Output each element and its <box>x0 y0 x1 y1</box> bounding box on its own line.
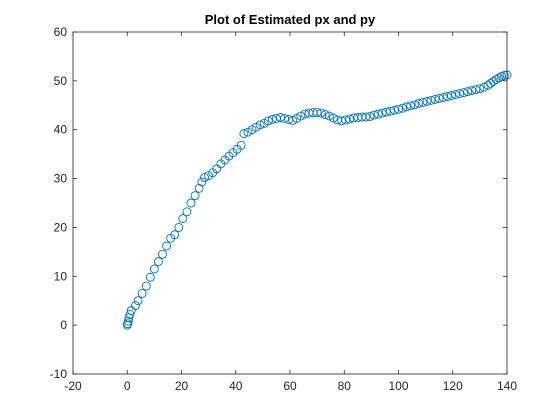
x-tick-label: -20 <box>64 379 82 393</box>
data-point <box>410 100 420 110</box>
data-point <box>463 87 473 97</box>
data-point <box>430 94 440 104</box>
data-point <box>137 288 147 298</box>
data-point <box>186 198 196 208</box>
data-point <box>438 93 448 102</box>
data-point <box>236 140 246 150</box>
data-point <box>200 173 210 183</box>
data-point <box>149 264 159 274</box>
data-point <box>414 98 424 108</box>
data-point <box>123 316 133 326</box>
data-point <box>385 106 395 116</box>
data-point <box>381 107 391 117</box>
data-point <box>398 103 408 113</box>
data-point <box>402 102 412 112</box>
data-point <box>459 88 469 98</box>
data-point <box>475 84 485 94</box>
y-tick-label: 50 <box>54 74 68 88</box>
data-point <box>276 113 285 122</box>
data-point <box>406 101 416 111</box>
data-point <box>369 110 379 120</box>
data-point <box>365 112 375 121</box>
data-point <box>255 120 265 130</box>
y-tick-label: 40 <box>54 123 68 137</box>
data-point <box>190 191 200 201</box>
data-point <box>451 90 460 99</box>
data-point <box>479 82 489 92</box>
data-point <box>418 97 428 107</box>
chart-title: Plot of Estimated px and py <box>205 12 376 27</box>
data-point <box>328 113 338 123</box>
y-tick-label: 10 <box>54 269 68 283</box>
data-point <box>394 104 403 114</box>
y-tick-label: 0 <box>60 318 67 332</box>
data-point <box>170 230 180 240</box>
data-point <box>141 281 151 291</box>
data-point <box>467 86 477 96</box>
data-point <box>320 110 330 120</box>
data-point <box>174 222 184 232</box>
data-point <box>194 183 204 193</box>
data-point <box>361 112 371 122</box>
x-tick-label: 80 <box>338 379 352 393</box>
data-point <box>182 207 192 217</box>
data-point <box>316 108 326 118</box>
data-point <box>288 115 298 125</box>
data-point <box>377 108 387 118</box>
x-tick-label: 120 <box>443 379 463 393</box>
data-point <box>434 93 444 103</box>
x-tick-label: 20 <box>175 379 189 393</box>
data-point <box>178 214 188 224</box>
data-point <box>422 96 432 106</box>
data-point <box>130 301 140 311</box>
data-point <box>312 108 322 118</box>
data-point <box>471 85 481 95</box>
data-point <box>280 114 290 123</box>
data-point <box>162 241 172 251</box>
data-point <box>145 272 155 282</box>
x-tick-label: 100 <box>388 379 408 393</box>
y-tick-label: -10 <box>50 367 68 381</box>
data-point <box>158 249 167 259</box>
plot-area <box>73 32 507 374</box>
data-point <box>442 92 452 101</box>
data-point <box>389 105 399 115</box>
y-tick-label: 30 <box>54 172 68 186</box>
data-point <box>341 115 351 125</box>
x-tick-label: 0 <box>124 379 131 393</box>
data-point <box>125 309 135 319</box>
x-tick-label: 60 <box>283 379 297 393</box>
y-tick-label: 20 <box>54 220 68 234</box>
x-tick-label: 40 <box>229 379 243 393</box>
data-point <box>337 116 346 126</box>
data-point <box>373 109 383 119</box>
data-point <box>491 74 501 84</box>
data-point <box>153 257 163 267</box>
data-point <box>239 129 249 139</box>
x-tick-label: 140 <box>497 379 517 393</box>
data-point <box>455 89 464 99</box>
data-point <box>267 114 277 124</box>
data-point <box>324 111 334 121</box>
data-point <box>426 95 436 105</box>
data-point <box>197 177 207 187</box>
y-tick-label: 60 <box>54 25 68 39</box>
data-point <box>296 111 306 121</box>
data-point <box>133 296 143 306</box>
data-point <box>263 116 273 126</box>
data-point <box>494 73 504 83</box>
data-point <box>446 91 456 100</box>
